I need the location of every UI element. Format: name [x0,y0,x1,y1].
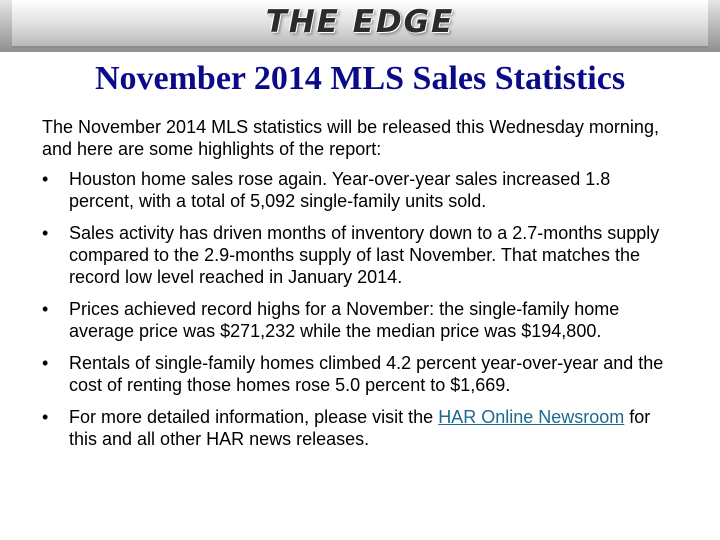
bullet-icon: • [42,223,49,243]
highlights-list: • Houston home sales rose again. Year-ov… [42,168,678,450]
bullet-text-suffix: for this and all other HAR news releases… [69,407,651,449]
header-banner: THE EDGE [0,0,720,52]
bullet-icon: • [42,299,49,319]
bullet-icon: • [42,353,49,373]
intro-paragraph: The November 2014 MLS statistics will be… [42,117,659,159]
har-online-newsroom-link[interactable]: HAR Online Newsroom [438,407,625,427]
list-item: • For more detailed information, please … [42,406,678,450]
brand-logo: THE EDGE [265,4,455,40]
bullet-text-prefix: For more detailed information, please vi… [69,407,439,427]
bullet-icon: • [42,169,49,189]
bullet-text: Sales activity has driven months of inve… [69,223,660,287]
bullet-text: Rentals of single-family homes climbed 4… [69,353,664,395]
list-item: • Houston home sales rose again. Year-ov… [42,168,678,212]
bullet-text: Houston home sales rose again. Year-over… [69,169,611,211]
slide-title: November 2014 MLS Sales Statistics [94,60,626,97]
slide-content: The November 2014 MLS statistics will be… [42,116,678,460]
list-item: • Sales activity has driven months of in… [42,222,678,288]
bullet-icon: • [42,407,49,427]
header-banner-inner: THE EDGE [12,0,708,48]
list-item: • Prices achieved record highs for a Nov… [42,298,678,342]
list-item: • Rentals of single-family homes climbed… [42,352,678,396]
bullet-text: Prices achieved record highs for a Novem… [69,299,620,341]
